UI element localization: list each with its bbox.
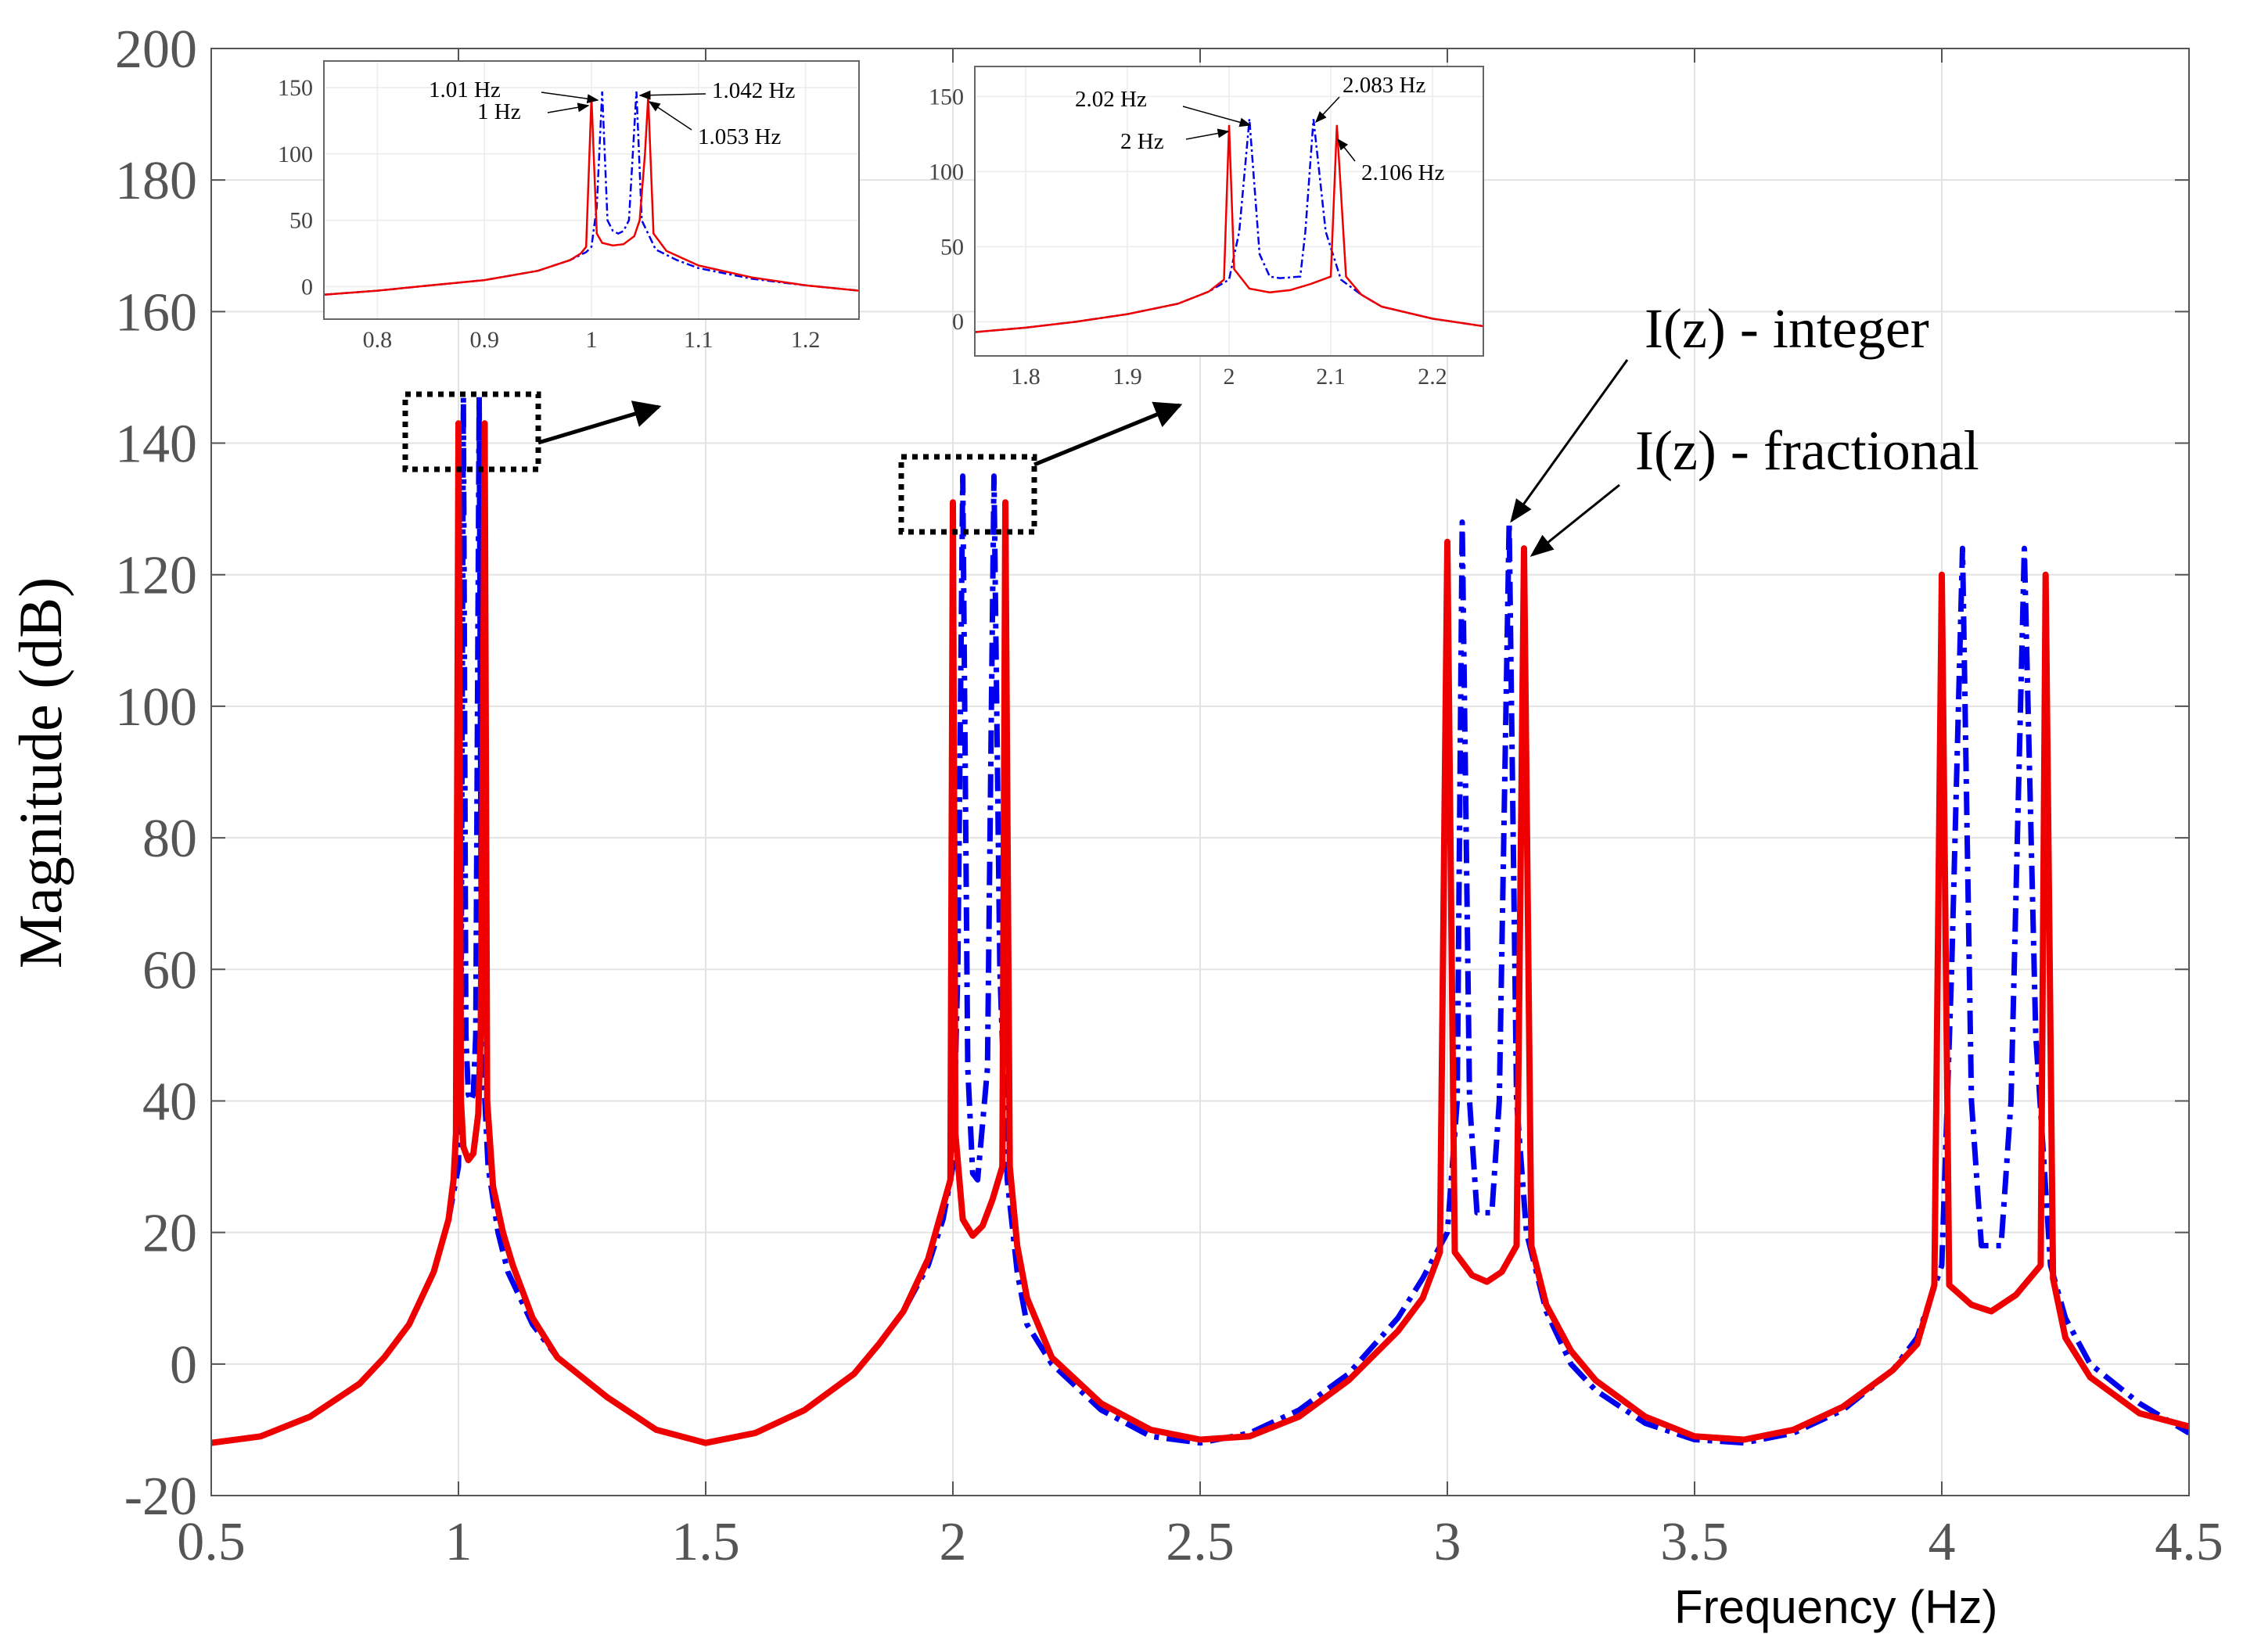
inset-2hz: 1.8 1.9 2 2.1 2.2 0 50 100 150 2.02 Hz 2 Hz 2.08… bbox=[929, 66, 1484, 390]
y-tick-label: 160 bbox=[115, 282, 197, 343]
annotation-fractional: I(z) - fractional bbox=[1635, 419, 1979, 482]
inset-2hz-grid bbox=[975, 66, 1483, 356]
inset-x-tick-label: 1 bbox=[586, 327, 598, 353]
inset-2hz-label-2: 2 Hz bbox=[1120, 129, 1164, 154]
y-tick-label: 40 bbox=[142, 1072, 197, 1132]
y-tick-label: -20 bbox=[124, 1467, 197, 1527]
inset-1hz-label-1.01-arrow bbox=[541, 92, 599, 104]
inset-y-tick-label: 0 bbox=[301, 275, 313, 300]
inset-2hz-label-2.02: 2.02 Hz bbox=[1075, 87, 1147, 112]
series-group bbox=[211, 394, 2189, 1446]
inset-1hz-tick-labels: 0.8 0.9 1 1.1 1.2 0 50 100 150 bbox=[278, 75, 820, 353]
inset-x-tick-label: 2.2 bbox=[1418, 364, 1447, 390]
y-tick-label: 0 bbox=[170, 1335, 197, 1395]
series-line-i-z-integer bbox=[211, 394, 2189, 1446]
x-tick-label: 3 bbox=[1434, 1512, 1461, 1572]
inset-1hz-series bbox=[324, 91, 859, 296]
zoom-arrow-2hz bbox=[1033, 401, 1183, 467]
x-tick-label: 4.5 bbox=[2155, 1512, 2223, 1572]
y-tick-label: 200 bbox=[115, 20, 197, 80]
inset-2hz-label-2.02-arrow bbox=[1182, 106, 1252, 127]
inset-2hz-label-2.106: 2.106 Hz bbox=[1361, 160, 1444, 185]
zoom-box-1hz bbox=[402, 391, 541, 472]
x-tick-label: 1.5 bbox=[671, 1512, 740, 1572]
inset-x-tick-label: 2 bbox=[1224, 364, 1235, 390]
annotation-integer: I(z) - integer bbox=[1645, 297, 1929, 360]
inset-2hz-frame bbox=[974, 66, 1484, 357]
x-tick-label: 3.5 bbox=[1660, 1512, 1729, 1572]
inset-2hz-label-2.083: 2.083 Hz bbox=[1343, 73, 1425, 98]
x-tick-label: 4 bbox=[1928, 1512, 1956, 1572]
inset-y-tick-label: 50 bbox=[289, 208, 313, 234]
x-tick-labels: 0.5 1 1.5 2 2.5 3 3.5 4 4.5 bbox=[177, 1512, 2223, 1572]
inset-1hz-label-1.042: 1.042 Hz bbox=[712, 78, 795, 103]
inset-x-tick-label: 1.1 bbox=[684, 327, 714, 353]
y-tick-label: 140 bbox=[115, 415, 197, 475]
inset-x-tick-label: 1.9 bbox=[1113, 364, 1142, 390]
y-tick-label: 20 bbox=[142, 1204, 197, 1264]
inset-2hz-label-2.106-arrow bbox=[1337, 138, 1356, 162]
inset-x-tick-label: 2.1 bbox=[1316, 364, 1346, 390]
inset-1hz-label-1.053-arrow bbox=[648, 101, 692, 131]
inset-y-tick-label: 100 bbox=[278, 142, 313, 167]
inset-2hz-tick-labels: 1.8 1.9 2 2.1 2.2 0 50 100 150 bbox=[929, 84, 1447, 390]
y-tick-label: 80 bbox=[142, 809, 197, 869]
series-line-i-z-fractional bbox=[211, 420, 2189, 1446]
y-tick-label: 120 bbox=[115, 546, 197, 606]
inset-series-line-i-z-fractional bbox=[324, 96, 859, 296]
inset-1hz-label-1.053: 1.053 Hz bbox=[698, 124, 781, 149]
x-tick-label: 0.5 bbox=[177, 1512, 246, 1572]
y-tick-labels: -20 0 20 40 60 80 100 120 140 160 180 200 bbox=[115, 20, 197, 1527]
x-tick-label: 2.5 bbox=[1166, 1512, 1235, 1572]
inset-1hz-label-1.01: 1.01 Hz bbox=[429, 77, 501, 102]
inset-1hz-label-1-arrow bbox=[547, 102, 590, 113]
x-tick-label: 2 bbox=[940, 1512, 967, 1572]
inset-x-tick-label: 0.9 bbox=[469, 327, 499, 353]
inset-y-tick-label: 150 bbox=[278, 75, 313, 101]
zoom-box-2hz bbox=[898, 454, 1037, 535]
y-tick-label: 180 bbox=[115, 151, 197, 211]
inset-x-tick-label: 1.2 bbox=[791, 327, 821, 353]
annotation-integer-arrow bbox=[1510, 359, 1629, 523]
inset-y-tick-label: 50 bbox=[940, 234, 964, 260]
inset-1hz-frame bbox=[323, 60, 860, 320]
inset-2hz-series bbox=[975, 119, 1483, 333]
inset-1hz-label-1: 1 Hz bbox=[477, 99, 521, 124]
y-tick-label: 60 bbox=[142, 940, 197, 1000]
x-axis-label: Frequency (Hz) bbox=[1674, 1581, 1997, 1633]
x-tick-label: 1 bbox=[445, 1512, 473, 1572]
y-axis-label: Magnitude (dB) bbox=[6, 577, 74, 968]
annotation-fractional-arrow bbox=[1529, 483, 1620, 557]
inset-x-tick-label: 0.8 bbox=[363, 327, 393, 353]
inset-2hz-label-2.083-arrow bbox=[1314, 96, 1340, 124]
inset-y-tick-label: 100 bbox=[929, 159, 964, 185]
inset-y-tick-label: 0 bbox=[952, 309, 964, 335]
y-tick-label: 100 bbox=[115, 677, 197, 738]
inset-series-line-i-z-fractional bbox=[975, 124, 1483, 333]
inset-1hz: 0.8 0.9 1 1.1 1.2 0 50 100 150 1.01 Hz 1 Hz 1.04… bbox=[278, 60, 860, 353]
inset-x-tick-label: 1.8 bbox=[1011, 364, 1041, 390]
zoom-arrow-1hz bbox=[537, 400, 662, 445]
inset-2hz-label-2-arrow bbox=[1185, 128, 1230, 140]
inset-1hz-label-1.042-arrow bbox=[638, 90, 706, 100]
inset-y-tick-label: 150 bbox=[929, 84, 964, 110]
